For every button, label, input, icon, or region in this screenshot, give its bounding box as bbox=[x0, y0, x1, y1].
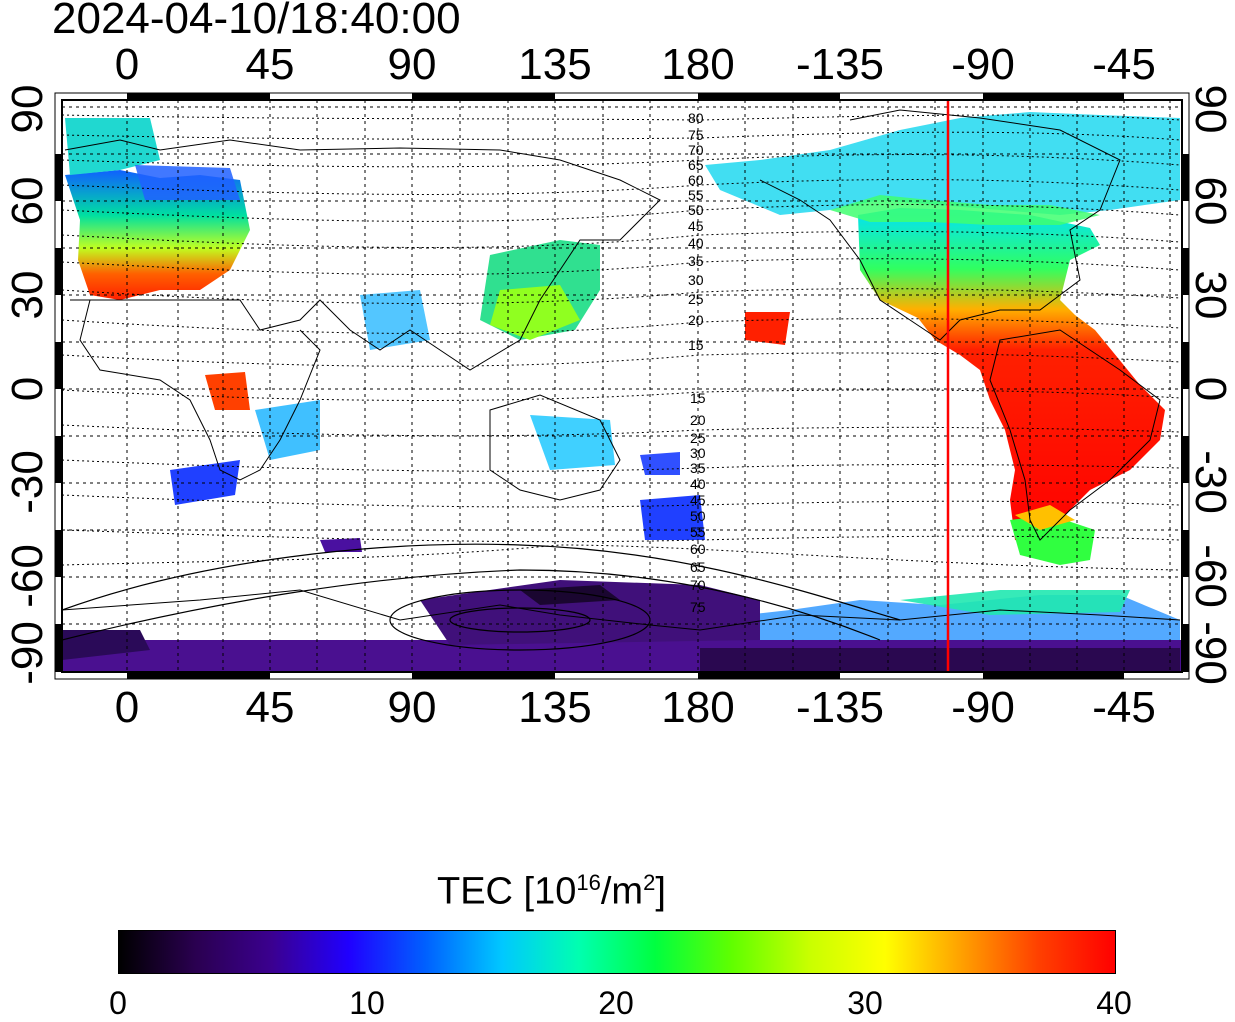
graticule bbox=[62, 100, 1182, 672]
mag-lat-label: 60 bbox=[690, 541, 706, 557]
mag-lat-label: 55 bbox=[688, 187, 704, 203]
top-lon-tick: 45 bbox=[245, 40, 295, 89]
top-lon-tick: 180 bbox=[661, 40, 735, 89]
mag-lat-label: 70 bbox=[688, 142, 704, 158]
mag-lat-label: 40 bbox=[688, 235, 704, 251]
top-lon-tick: 90 bbox=[387, 40, 437, 89]
mag-lat-label: 45 bbox=[690, 492, 706, 508]
mag-lat-label: 75 bbox=[688, 127, 704, 143]
mag-lat-label: 35 bbox=[690, 460, 706, 476]
bottom-lon-tick: 0 bbox=[114, 683, 140, 732]
mag-lat-label: 20 bbox=[688, 312, 704, 328]
tec-patch-australia bbox=[530, 415, 615, 470]
mag-lat-label: 65 bbox=[688, 157, 704, 173]
bottom-lon-tick: 45 bbox=[245, 683, 295, 732]
bottom-lon-tick: -90 bbox=[951, 683, 1015, 732]
bottom-lon-tick: 135 bbox=[518, 683, 592, 732]
mag-lat-label: 55 bbox=[690, 524, 706, 540]
colorbar-tick: 0 bbox=[109, 985, 127, 1021]
bottom-lon-tick: 180 bbox=[661, 683, 735, 732]
colorbar bbox=[118, 930, 1116, 974]
mag-lat-labels: 80 75 70 65 60 55 50 45 40 35 30 25 20 1… bbox=[688, 110, 706, 615]
colorbar-tick: 20 bbox=[598, 985, 634, 1021]
mag-lat-label: 40 bbox=[690, 476, 706, 492]
mag-lat-label: 30 bbox=[690, 445, 706, 461]
bottom-lon-tick: -135 bbox=[795, 683, 885, 732]
map-title: 2024-04-10/18:40:00 bbox=[52, 0, 461, 43]
bottom-lon-tick: -45 bbox=[1092, 683, 1156, 732]
tec-patch-americas bbox=[858, 208, 1165, 545]
tec-patch-europe bbox=[65, 170, 250, 300]
mag-lat-label: 20 bbox=[690, 412, 706, 428]
colorbar-tick: 30 bbox=[847, 985, 883, 1021]
mag-lat-label: 75 bbox=[690, 599, 706, 615]
mag-lat-label: 50 bbox=[690, 508, 706, 524]
top-lon-tick: 135 bbox=[518, 40, 592, 89]
frame-ticks bbox=[55, 93, 1189, 679]
top-lon-tick: 0 bbox=[114, 40, 140, 89]
colorbar-tick: 10 bbox=[349, 985, 385, 1021]
top-lon-tick: -135 bbox=[795, 40, 885, 89]
colorbar-tick: 40 bbox=[1096, 985, 1132, 1021]
mag-lat-label: 50 bbox=[688, 202, 704, 218]
tec-patch-africa-east bbox=[205, 372, 250, 410]
mag-lat-label: 25 bbox=[690, 430, 706, 446]
mag-lat-label: 30 bbox=[688, 272, 704, 288]
tec-patch-patagonia bbox=[1010, 515, 1095, 565]
bottom-lon-tick: 90 bbox=[387, 683, 437, 732]
colorbar-title: TEC [1016/m2] bbox=[437, 870, 666, 913]
top-lon-tick: -90 bbox=[951, 40, 1015, 89]
tec-data-layer bbox=[62, 112, 1182, 672]
magnetic-latitude-contours bbox=[62, 114, 1181, 571]
mag-lat-label: 25 bbox=[688, 291, 704, 307]
mag-lat-label: 35 bbox=[688, 253, 704, 269]
mag-lat-label: 15 bbox=[690, 390, 706, 406]
mag-lat-label: 45 bbox=[688, 218, 704, 234]
tec-map: 80 75 70 65 60 55 50 45 40 35 30 25 20 1… bbox=[54, 92, 1190, 680]
mag-lat-label: 70 bbox=[690, 577, 706, 593]
top-lon-tick: -45 bbox=[1092, 40, 1156, 89]
mag-lat-label: 15 bbox=[688, 337, 704, 353]
mag-lat-label: 60 bbox=[688, 172, 704, 188]
mag-lat-label: 65 bbox=[690, 559, 706, 575]
tec-patch-north-america-top bbox=[705, 112, 1180, 215]
mag-lat-label: 80 bbox=[688, 110, 704, 126]
